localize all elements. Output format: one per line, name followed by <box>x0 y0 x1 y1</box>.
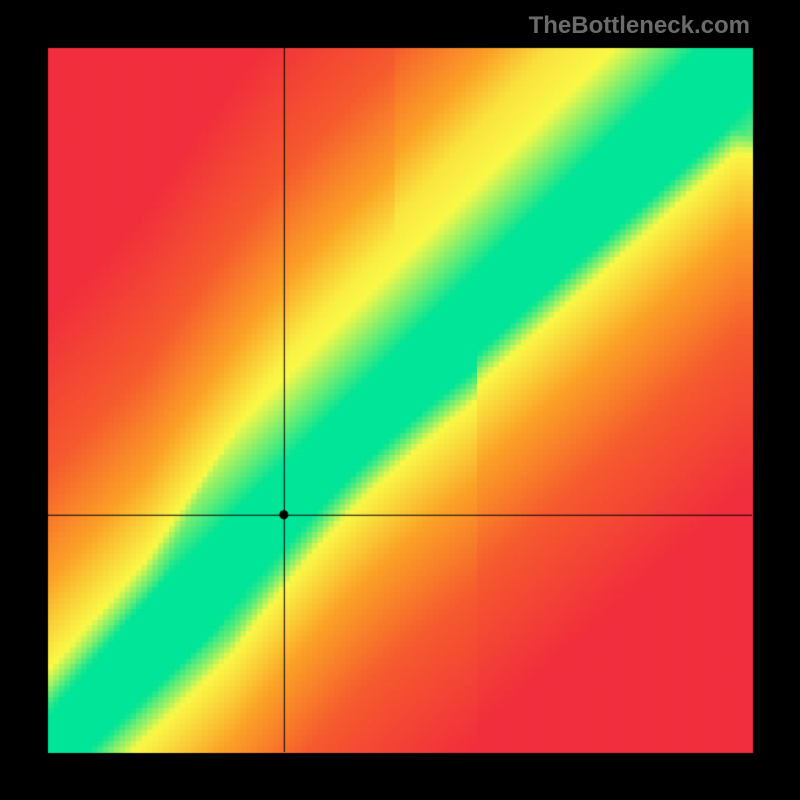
bottleneck-heatmap <box>0 0 800 800</box>
chart-container: { "meta": { "type": "heatmap", "source_w… <box>0 0 800 800</box>
